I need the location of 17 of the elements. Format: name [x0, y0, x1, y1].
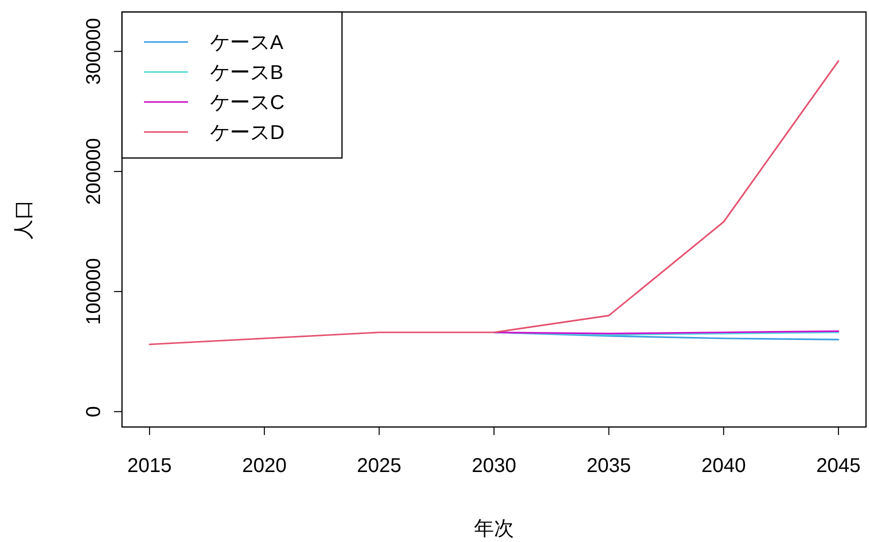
x-axis-title: 年次	[474, 518, 514, 540]
legend-label: ケースC	[210, 92, 284, 114]
y-tick-label: 200000	[83, 138, 105, 205]
x-tick-label: 2025	[356, 455, 402, 477]
y-axis-title: 人口	[13, 200, 35, 240]
x-tick-label: 2030	[472, 455, 516, 477]
legend-label: ケースD	[210, 122, 284, 144]
legend-label: ケースB	[210, 62, 284, 84]
legend-label: ケースA	[210, 32, 284, 54]
y-tick-label: 300000	[83, 18, 105, 85]
x-tick-label: 2015	[127, 455, 172, 477]
y-tick-label: 0	[83, 406, 105, 418]
x-tick-label: 2040	[701, 455, 746, 477]
y-tick-label: 100000	[83, 258, 105, 325]
x-tick-label: 2035	[586, 455, 632, 477]
x-tick-label: 2020	[242, 455, 287, 477]
x-tick-label: 2045	[816, 455, 861, 477]
